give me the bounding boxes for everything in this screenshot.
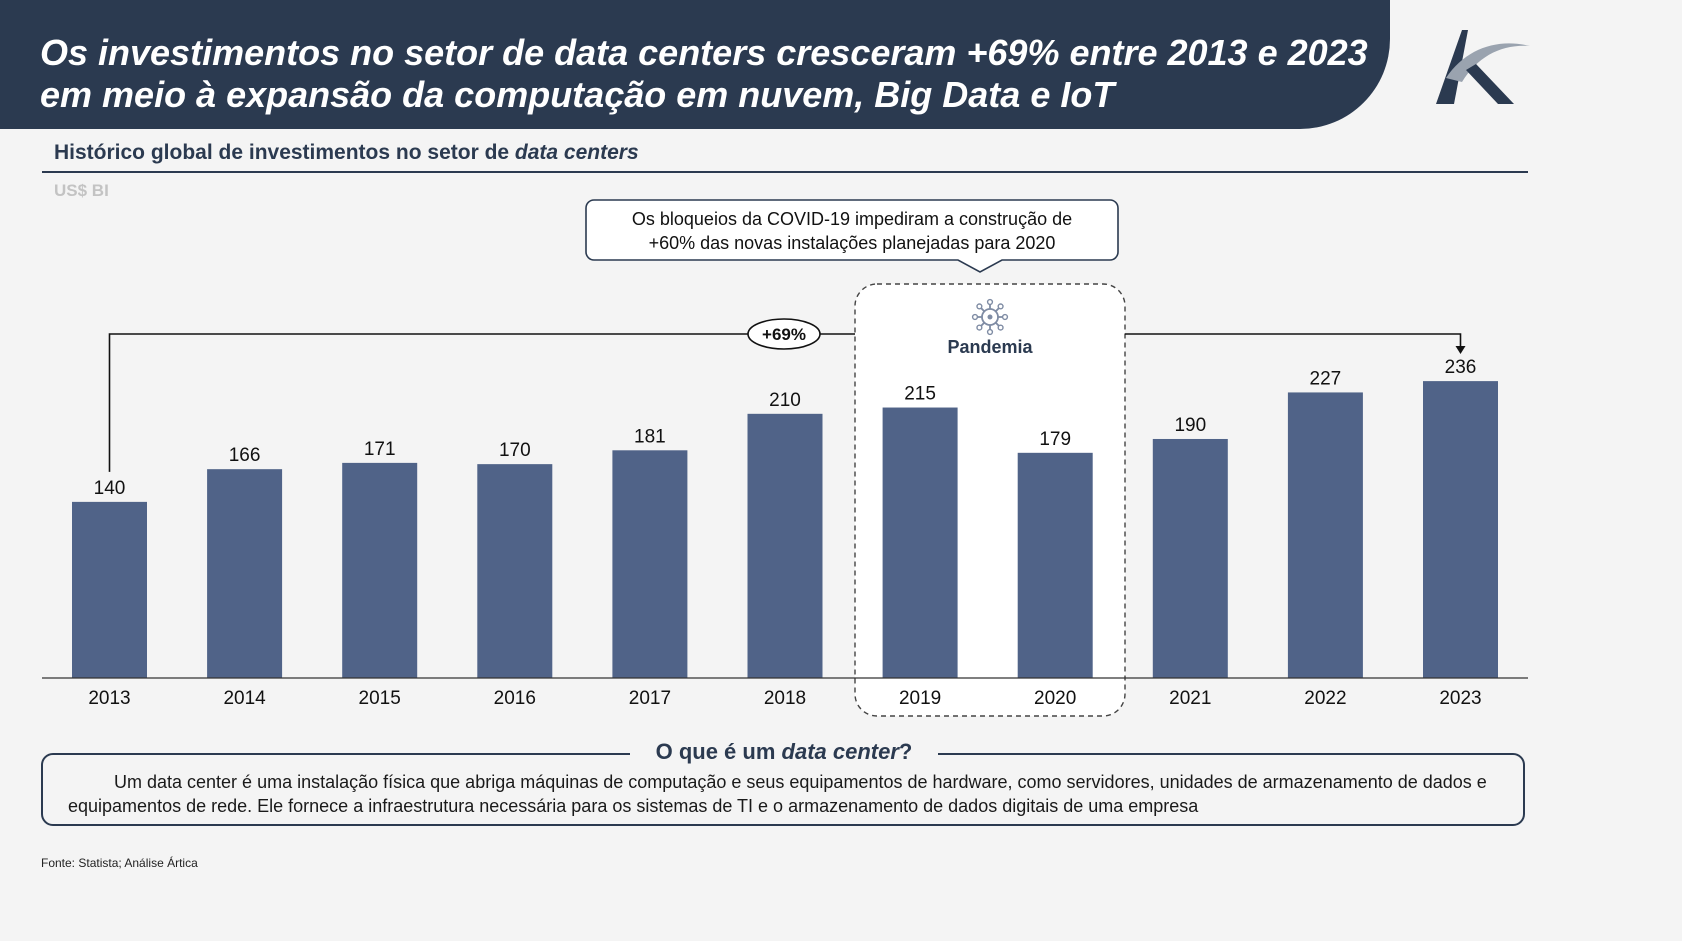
growth-line-right <box>1125 333 1462 347</box>
logo-peak <box>1436 30 1468 104</box>
virus-spike-tip <box>976 324 983 331</box>
definition-heading-prefix: O que é um <box>655 739 782 764</box>
chart-subtitle-emphasis: data centers <box>514 141 639 164</box>
bar-2023 <box>1423 381 1498 678</box>
value-label-2014: 166 <box>229 445 261 466</box>
growth-badge <box>747 318 821 350</box>
bar-2013 <box>72 501 147 678</box>
bar-chart: Os bloqueios da COVID-19 impediram a con… <box>42 199 1528 717</box>
category-label-2021: 2021 <box>1169 688 1211 709</box>
title-banner <box>0 0 1390 129</box>
value-label-2018: 210 <box>769 390 801 411</box>
category-label-2016: 2016 <box>494 688 536 709</box>
category-label-2017: 2017 <box>629 688 671 709</box>
bar-2014 <box>207 469 283 678</box>
growth-arrowhead <box>1455 346 1466 354</box>
category-label-2019: 2019 <box>899 688 941 709</box>
category-label-2013: 2013 <box>88 688 130 709</box>
arctic-logo-icon <box>1436 30 1530 104</box>
virus-spike-tip <box>997 303 1004 310</box>
chart-subtitle-prefix: Histórico global de investimentos no set… <box>54 141 515 164</box>
bar-2017 <box>612 450 688 678</box>
virus-spike-tip <box>997 324 1004 331</box>
bar-2018 <box>747 413 823 678</box>
callout-line-2: +60% das novas instalações planejadas pa… <box>649 233 1056 253</box>
value-label-2013: 140 <box>94 478 126 499</box>
virus-nucleus <box>987 314 993 320</box>
definition-heading-suffix: ? <box>898 739 913 764</box>
virus-spike-tip <box>976 303 983 310</box>
category-label-2014: 2014 <box>223 688 266 709</box>
bar-2022 <box>1287 392 1363 678</box>
category-label-2018: 2018 <box>764 688 806 709</box>
virus-spike-tip <box>986 298 994 306</box>
growth-label: +69% <box>762 325 806 344</box>
category-label-2022: 2022 <box>1304 688 1346 709</box>
virus-spike-tip <box>971 313 979 321</box>
category-label-2015: 2015 <box>359 688 401 709</box>
source-note: Fonte: Statista; Análise Ártica <box>41 856 198 870</box>
subtitle-divider <box>42 171 1528 173</box>
value-label-2019: 215 <box>904 384 936 405</box>
category-label-2023: 2023 <box>1439 688 1481 709</box>
definition-text: Um data center é uma instalação física q… <box>68 772 1487 816</box>
value-label-2020: 179 <box>1039 429 1071 450</box>
bar-2019 <box>882 407 958 678</box>
bars-group: 140 2013 166 2014 171 2015 170 2016 181 2017 210 20… <box>72 357 1498 709</box>
growth-line-left <box>108 333 855 472</box>
value-label-2017: 181 <box>634 426 666 447</box>
covid-callout: Os bloqueios da COVID-19 impediram a con… <box>585 199 1119 273</box>
bar-2015 <box>342 462 418 678</box>
value-label-2015: 171 <box>364 439 396 460</box>
bar-2021 <box>1152 438 1228 678</box>
logo-swoosh <box>1446 43 1530 82</box>
growth-bracket: +69% <box>108 318 1466 472</box>
definition-heading: O que é um data center? <box>630 737 938 767</box>
callout-line-1: Os bloqueios da COVID-19 impediram a con… <box>632 209 1072 229</box>
value-label-2023: 236 <box>1445 357 1477 378</box>
page-title: Os investimentos no setor de data center… <box>40 32 1368 115</box>
virus-icon <box>971 298 1009 336</box>
value-label-2021: 190 <box>1174 415 1206 436</box>
category-label-2020: 2020 <box>1034 688 1076 709</box>
value-label-2016: 170 <box>499 440 531 461</box>
chart-subtitle: Histórico global de investimentos no set… <box>54 141 639 165</box>
bar-2016 <box>477 464 553 678</box>
callout-bubble <box>585 199 1119 273</box>
unit-label: US$ BI <box>54 181 109 200</box>
virus-spike-tip <box>1001 313 1009 321</box>
virus-spike-tip <box>986 328 994 336</box>
pandemic-label: Pandemia <box>947 337 1033 357</box>
value-label-2022: 227 <box>1310 368 1342 389</box>
bar-2020 <box>1017 452 1093 678</box>
definition-heading-emphasis: data center <box>781 739 899 764</box>
logo-leg <box>1466 64 1514 104</box>
